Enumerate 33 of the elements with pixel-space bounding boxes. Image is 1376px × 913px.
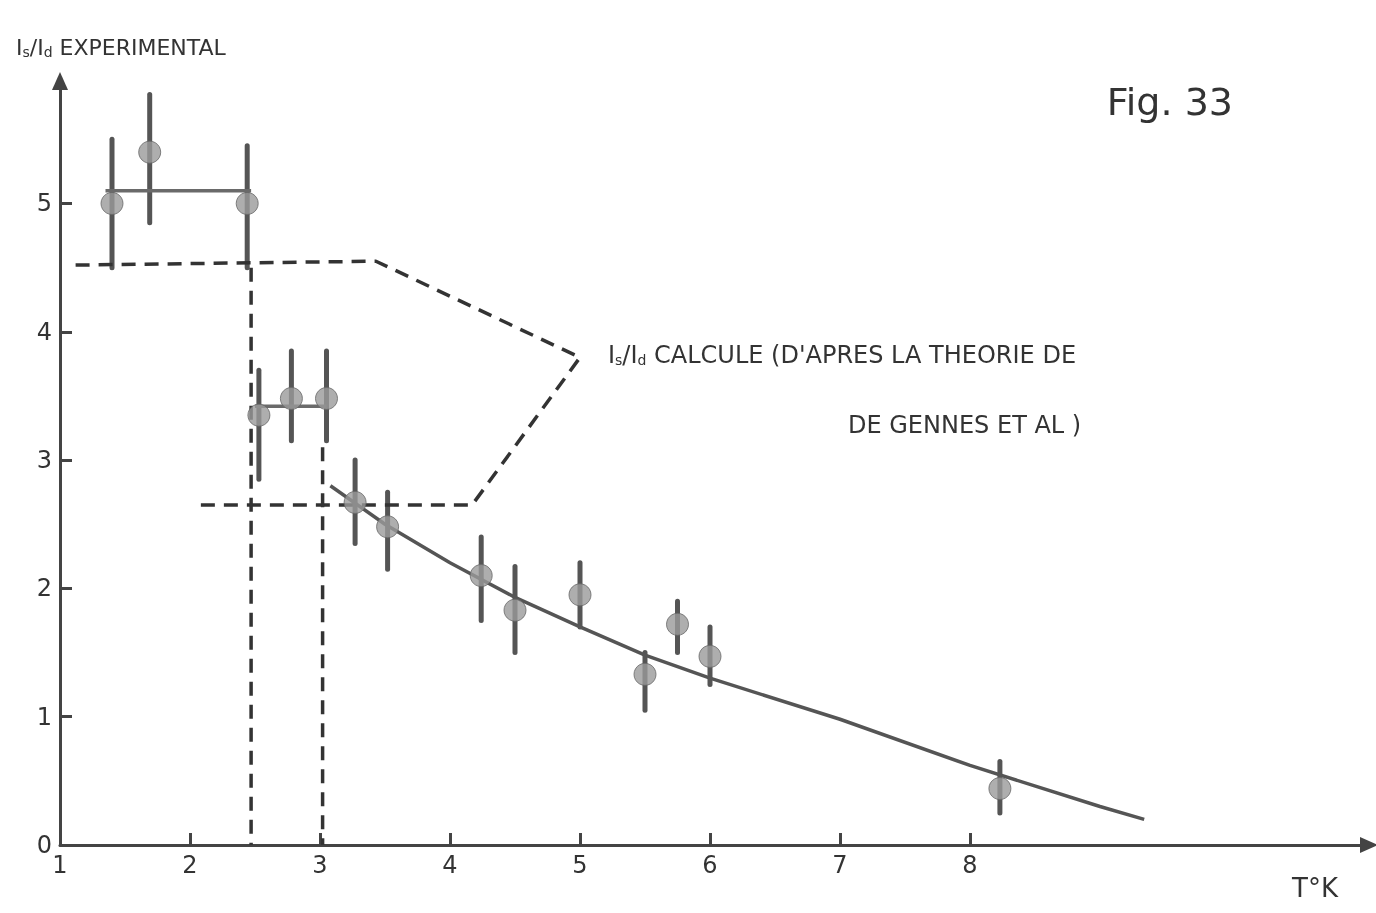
y-tick-label: 4 [36, 317, 52, 346]
y-tick-label: 1 [36, 702, 52, 731]
point [666, 612, 689, 636]
point [279, 387, 303, 410]
point [376, 515, 400, 539]
x-tick-label: 7 [832, 851, 848, 879]
x-tick-label: 5 [572, 851, 588, 879]
y-tick-label: 3 [36, 446, 52, 475]
x-tick-label: 3 [312, 851, 328, 879]
x-tick-label: 2 [182, 851, 198, 879]
point [469, 564, 493, 588]
point [235, 191, 259, 215]
x-axis-title: T°K [1291, 873, 1339, 903]
point [698, 644, 722, 668]
x-tick-label: 8 [962, 851, 978, 879]
y-axis-title: Is/Id EXPERIMENTAL [16, 34, 227, 60]
x-tick-label: 6 [702, 851, 718, 879]
chart-title: Fig. 33 [1106, 80, 1234, 124]
point [343, 490, 367, 514]
y-tick-label: 0 [36, 831, 52, 859]
point [315, 387, 338, 410]
point [503, 598, 527, 622]
x-tick-label: 4 [442, 851, 458, 879]
line-series [328, 484, 1146, 822]
point [988, 777, 1012, 801]
point [568, 583, 592, 607]
y-tick-label: 2 [36, 574, 52, 603]
point [247, 403, 271, 427]
point [138, 140, 162, 164]
point [100, 191, 124, 215]
point [633, 662, 657, 686]
text: Is/Id CALCULE (D'APRES LA THEORIE DE DE GENNES ET AL ) [608, 341, 1082, 439]
y-tick-label: 5 [36, 189, 52, 218]
